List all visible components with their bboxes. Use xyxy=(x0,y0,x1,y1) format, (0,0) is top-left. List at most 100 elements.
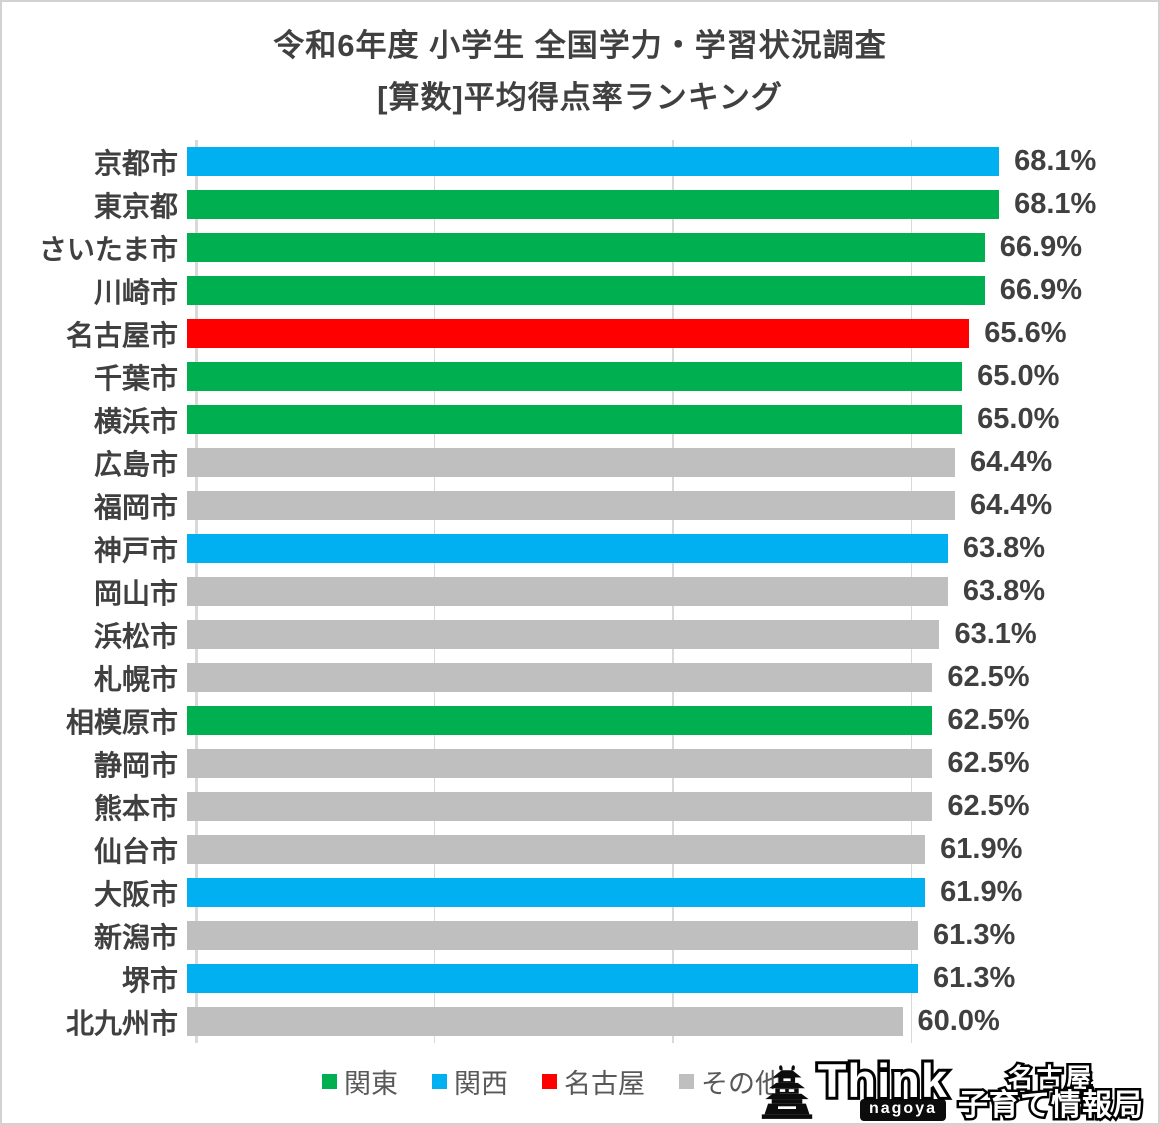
category-label: 千葉市 xyxy=(93,362,178,394)
legend-swatch xyxy=(542,1074,557,1089)
legend-label: 名古屋 xyxy=(564,1069,645,1099)
chart-title-line1: 令和6年度 小学生 全国学力・学習状況調査 xyxy=(273,28,887,63)
category-label: 大阪市 xyxy=(93,878,178,910)
bar-row: 広島市 64.4% xyxy=(2,441,1149,484)
bar xyxy=(187,448,955,477)
category-label: 横浜市 xyxy=(93,405,178,437)
bar-track: 62.5% xyxy=(187,699,1141,742)
legend-swatch xyxy=(322,1074,337,1089)
value-label: 60.0% xyxy=(917,1005,1000,1037)
bar xyxy=(187,319,970,348)
bar-track: 64.4% xyxy=(187,484,1141,527)
bar-row: 神戸市 63.8% xyxy=(2,527,1149,570)
value-label: 62.5% xyxy=(947,661,1030,693)
value-label: 61.9% xyxy=(940,833,1023,865)
bar-track: 61.3% xyxy=(187,957,1141,1000)
bar xyxy=(187,663,933,692)
bar xyxy=(187,233,985,262)
bar-track: 63.1% xyxy=(187,613,1141,656)
legend-label: 関西 xyxy=(454,1069,508,1099)
legend-swatch xyxy=(432,1074,447,1089)
bar xyxy=(187,577,948,606)
bar-track: 65.0% xyxy=(187,355,1141,398)
category-label: 神戸市 xyxy=(93,534,178,566)
bar-row: 福岡市 64.4% xyxy=(2,484,1149,527)
bar xyxy=(187,878,926,907)
value-label: 68.1% xyxy=(1014,145,1097,177)
bar-track: 61.3% xyxy=(187,914,1141,957)
bar-row: 熊本市 62.5% xyxy=(2,785,1149,828)
bar-track: 66.9% xyxy=(187,226,1141,269)
value-label: 66.9% xyxy=(999,231,1083,263)
bar-row: 川崎市 66.9% xyxy=(2,269,1149,312)
value-label: 63.1% xyxy=(954,618,1037,650)
value-label: 66.9% xyxy=(999,274,1083,306)
bar xyxy=(187,620,940,649)
category-label: 静岡市 xyxy=(93,749,178,781)
logo-tagline-top: 名古屋 xyxy=(1005,1063,1095,1094)
bar-row: 浜松市 63.1% xyxy=(2,613,1149,656)
bar-track: 61.9% xyxy=(187,871,1141,914)
value-label: 63.8% xyxy=(962,575,1046,607)
bar-row: 札幌市 62.5% xyxy=(2,656,1149,699)
bar-row: 大阪市 61.9% xyxy=(2,871,1149,914)
bar-row: 京都市 68.1% xyxy=(2,140,1149,183)
value-label: 62.5% xyxy=(947,790,1030,822)
bar xyxy=(187,405,963,434)
category-label: 福岡市 xyxy=(93,491,178,523)
logo-tagline-bottom: 子育て情報局 xyxy=(956,1088,1146,1124)
bar-row: 横浜市 65.0% xyxy=(2,398,1149,441)
bar-track: 66.9% xyxy=(187,269,1141,312)
bar-row: 堺市 61.3% xyxy=(2,957,1149,1000)
logo-think-block: Think nagoya xyxy=(815,1054,950,1121)
plot-area: 京都市 68.1% 東京都 68.1% さいたま市 66.9% 川崎市 66.9% 名古屋市 65… xyxy=(2,140,1149,1043)
value-label: 62.5% xyxy=(947,704,1030,736)
bar-row: 静岡市 62.5% xyxy=(2,742,1149,785)
value-label: 65.0% xyxy=(977,403,1060,435)
bar xyxy=(187,190,1000,219)
category-label: 熊本市 xyxy=(93,792,178,824)
bar-track: 65.0% xyxy=(187,398,1141,441)
category-label: 岡山市 xyxy=(93,577,178,609)
value-label: 61.3% xyxy=(933,919,1016,951)
bar-row: 仙台市 61.9% xyxy=(2,828,1149,871)
bar xyxy=(187,749,933,778)
logo-brand-text: Think xyxy=(815,1054,950,1107)
bar-rows: 京都市 68.1% 東京都 68.1% さいたま市 66.9% 川崎市 66.9% 名古屋市 65… xyxy=(2,140,1149,1043)
category-label: 相模原市 xyxy=(65,706,178,738)
category-label: さいたま市 xyxy=(38,233,178,265)
bar-row: 新潟市 61.3% xyxy=(2,914,1149,957)
bar-row: 名古屋市 65.6% xyxy=(2,312,1149,355)
legend-item: 名古屋 xyxy=(542,1062,645,1101)
category-label: 名古屋市 xyxy=(65,319,178,351)
value-label: 62.5% xyxy=(947,747,1030,779)
bar xyxy=(187,491,955,520)
bar xyxy=(187,921,918,950)
bar-track: 68.1% xyxy=(187,183,1141,226)
legend-item: 関西 xyxy=(432,1062,508,1101)
legend-item: その他 xyxy=(679,1062,782,1101)
category-label: 堺市 xyxy=(121,964,178,996)
bar-track: 68.1% xyxy=(187,140,1141,183)
legend-item: 関東 xyxy=(322,1062,398,1101)
value-label: 63.8% xyxy=(962,532,1046,564)
category-label: 仙台市 xyxy=(93,835,178,867)
bar xyxy=(187,1007,903,1036)
legend: 関東 関西 名古屋 その他 xyxy=(2,1062,1158,1101)
legend-label: その他 xyxy=(701,1069,782,1099)
bar-track: 63.8% xyxy=(187,570,1141,613)
bar xyxy=(187,147,1000,176)
value-label: 64.4% xyxy=(969,489,1053,521)
bar-track: 62.5% xyxy=(187,785,1141,828)
category-label: 札幌市 xyxy=(93,663,178,695)
bar xyxy=(187,534,948,563)
chart-title: 令和6年度 小学生 全国学力・学習状況調査 [算数]平均得点率ランキング xyxy=(2,20,1158,124)
castle-icon xyxy=(761,1065,812,1119)
value-label: 65.0% xyxy=(977,360,1060,392)
value-label: 61.9% xyxy=(940,876,1023,908)
bar xyxy=(187,362,963,391)
bar-track: 63.8% xyxy=(187,527,1141,570)
legend-swatch xyxy=(679,1074,694,1089)
logo-tagline: 名古屋 子育て情報局 xyxy=(956,1063,1146,1124)
bar-track: 65.6% xyxy=(187,312,1141,355)
